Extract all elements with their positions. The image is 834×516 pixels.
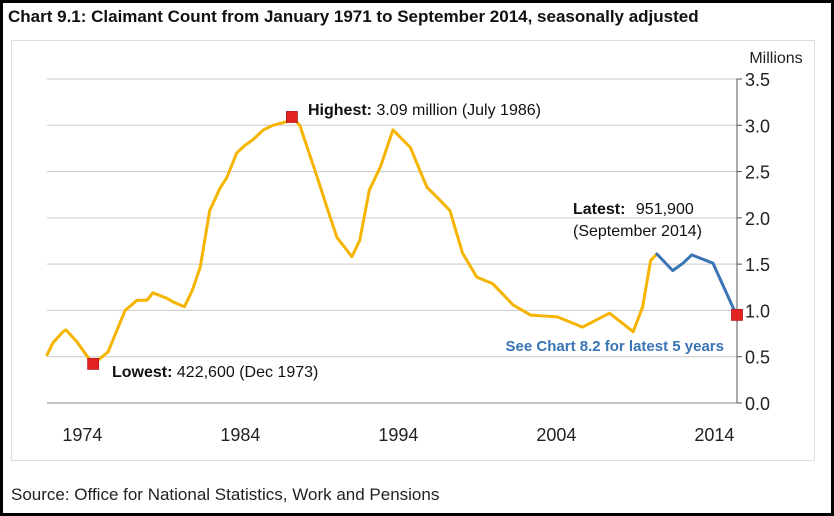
x-tick-label: 1974 bbox=[62, 425, 102, 445]
y-tick-label: 3.5 bbox=[745, 70, 770, 90]
latest-value: 951,900 bbox=[636, 201, 694, 218]
y-tick-label: 0.5 bbox=[745, 348, 770, 368]
data-marker bbox=[87, 357, 100, 370]
x-tick-label: 2014 bbox=[694, 425, 734, 445]
source-note: Source: Office for National Statistics, … bbox=[11, 485, 439, 504]
highest-annotation: Highest: 3.09 million (July 1986) bbox=[308, 102, 541, 119]
y-tick-label: 1.5 bbox=[745, 255, 770, 275]
x-tick-label: 2004 bbox=[536, 425, 576, 445]
see-chart-note: See Chart 8.2 for latest 5 years bbox=[506, 338, 724, 355]
data-marker bbox=[731, 308, 743, 321]
y-axis-label: Millions bbox=[749, 50, 802, 67]
y-tick-label: 0.0 bbox=[745, 394, 770, 414]
plot-panel bbox=[11, 40, 815, 461]
data-marker bbox=[286, 111, 298, 123]
chart-title: Chart 9.1: Claimant Count from January 1… bbox=[8, 7, 699, 26]
y-tick-label: 2.5 bbox=[745, 163, 770, 183]
lowest-label: Lowest: bbox=[112, 364, 172, 381]
latest-annotation: Latest: 951,900 bbox=[573, 201, 694, 218]
latest-date: (September 2014) bbox=[573, 223, 702, 240]
lowest-annotation: Lowest: 422,600 (Dec 1973) bbox=[112, 364, 318, 381]
highest-label: Highest: bbox=[308, 102, 372, 119]
latest-label: Latest: bbox=[573, 201, 625, 218]
x-tick-label: 1994 bbox=[378, 425, 418, 445]
y-tick-label: 1.0 bbox=[745, 301, 770, 321]
x-tick-label: 1984 bbox=[220, 425, 260, 445]
highest-text: 3.09 million (July 1986) bbox=[376, 102, 541, 119]
series-line-latest-5-years bbox=[655, 252, 739, 317]
lowest-text: 422,600 (Dec 1973) bbox=[177, 364, 318, 381]
y-tick-label: 2.0 bbox=[745, 209, 770, 229]
y-tick-label: 3.0 bbox=[745, 116, 770, 136]
series-line-claimant-count bbox=[45, 115, 659, 366]
